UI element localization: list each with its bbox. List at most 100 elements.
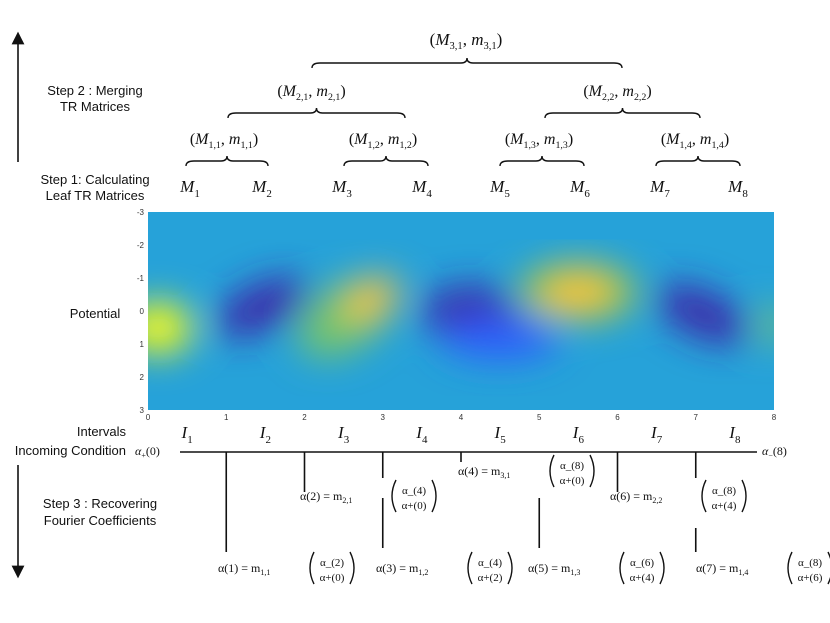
coef-lhs-7: α(7) = m1,4 bbox=[696, 561, 748, 577]
leaf-matrix-3: M3 bbox=[331, 177, 352, 200]
coef-bot-5: α+(4) bbox=[630, 572, 655, 584]
coef-paren-right-2 bbox=[431, 479, 437, 513]
merge-tree: (M3,1, m3,1) (M2,1, m2,1) (M2,2, m2,2) (M1,… bbox=[179, 30, 748, 200]
leaf-matrix-1: M1 bbox=[179, 177, 200, 200]
coef-lhs-3: α(3) = m1,2 bbox=[376, 561, 428, 577]
coef-paren-right-5 bbox=[659, 551, 665, 585]
coef-paren-left-5 bbox=[619, 551, 625, 585]
y-tick-2: 2 bbox=[140, 373, 145, 382]
leaf-matrix-2: M2 bbox=[251, 177, 272, 200]
step2-label-line2: TR Matrices bbox=[60, 99, 131, 114]
heatmap-ticks: 0 1 2 3 4 5 6 7 8 -3 -2 -1 0 1 2 3 bbox=[137, 208, 777, 422]
leaf-matrix-7: M7 bbox=[649, 177, 670, 200]
coef-paren-right-7 bbox=[827, 551, 830, 585]
coef-top-4: α_(8) bbox=[560, 460, 584, 472]
potential-label: Potential bbox=[70, 306, 121, 321]
interval-2: I2 bbox=[259, 423, 271, 446]
blob-yellow-6 bbox=[540, 272, 616, 312]
interval-5: I5 bbox=[494, 423, 507, 446]
leaf-matrix-5: M5 bbox=[489, 177, 510, 200]
coef-bot-6: α+(4) bbox=[712, 500, 737, 512]
interval-3: I3 bbox=[337, 423, 350, 446]
fourier-coefficients: α(1) = m1,1 α_(2) α+(0) α(2) = m2,1 α_(4) α+(… bbox=[218, 452, 830, 585]
coef-paren-left-1 bbox=[309, 551, 315, 585]
x-tick-1: 1 bbox=[224, 413, 229, 422]
coefficient-2: α(2) = m2,1 α_(4) α+(0) bbox=[300, 479, 437, 513]
leaf-matrix-6: M6 bbox=[569, 177, 590, 200]
coef-top-1: α_(2) bbox=[320, 557, 344, 569]
x-tick-0: 0 bbox=[146, 413, 151, 422]
brace-level3 bbox=[311, 57, 623, 69]
leaf-matrix-8: M8 bbox=[727, 177, 748, 200]
coef-paren-left-3 bbox=[467, 551, 473, 585]
coef-bot-2: α+(0) bbox=[402, 500, 427, 512]
interval-1: I1 bbox=[181, 423, 193, 446]
intervals-label: Intervals bbox=[77, 424, 127, 439]
coef-paren-left-4 bbox=[549, 454, 555, 488]
matrix-label-1-3: (M1,3, m1,3) bbox=[505, 131, 573, 151]
interval-7: I7 bbox=[650, 423, 663, 446]
matrix-label-1-1: (M1,1, m1,1) bbox=[190, 131, 258, 151]
y-tick-1: 1 bbox=[140, 340, 145, 349]
step1-label-line1: Step 1: Calculating bbox=[40, 172, 149, 187]
x-tick-8: 8 bbox=[772, 413, 777, 422]
x-tick-2: 2 bbox=[302, 413, 307, 422]
coef-bot-1: α+(0) bbox=[320, 572, 345, 584]
coef-bot-3: α+(2) bbox=[478, 572, 503, 584]
y-tick--1: -1 bbox=[137, 274, 145, 283]
matrix-label-1-4: (M1,4, m1,4) bbox=[661, 131, 729, 151]
coef-lhs-1: α(1) = m1,1 bbox=[218, 561, 270, 577]
coefficient-5: α(5) = m1,3 α_(6) α+(4) bbox=[528, 551, 665, 585]
coef-paren-left-6 bbox=[701, 479, 707, 513]
brace-level1-2 bbox=[343, 155, 429, 167]
step3-label-line2: Fourier Coefficients bbox=[44, 513, 157, 528]
coef-lhs-5: α(5) = m1,3 bbox=[528, 561, 580, 577]
brace-level2-2 bbox=[544, 107, 701, 119]
interval-labels: I1 I2 I3 I4 I5 I6 I7 I8 bbox=[181, 423, 741, 446]
y-tick-0: 0 bbox=[140, 307, 145, 316]
y-tick--3: -3 bbox=[137, 208, 145, 217]
coefficient-1: α(1) = m1,1 α_(2) α+(0) bbox=[218, 551, 355, 585]
incoming-condition-label: Incoming Condition bbox=[15, 443, 126, 458]
coef-paren-right-4 bbox=[589, 454, 595, 488]
coef-paren-right-1 bbox=[349, 551, 355, 585]
interval-8: I8 bbox=[728, 423, 741, 446]
coef-paren-left-7 bbox=[787, 551, 793, 585]
coef-paren-left-2 bbox=[391, 479, 397, 513]
boundary-left: α+(0) bbox=[135, 444, 160, 460]
coef-top-6: α_(8) bbox=[712, 485, 736, 497]
blob-green-8 bbox=[760, 305, 774, 345]
coef-top-3: α_(4) bbox=[478, 557, 502, 569]
coefficient-7: α(7) = m1,4 α_(8) α+(6) bbox=[696, 551, 830, 585]
brace-level1-1 bbox=[185, 155, 269, 167]
y-tick--2: -2 bbox=[137, 241, 145, 250]
interval-4: I4 bbox=[415, 423, 428, 446]
blob-yellow-1 bbox=[148, 302, 192, 354]
boundary-right: α−(8) bbox=[762, 444, 787, 460]
x-tick-4: 4 bbox=[459, 413, 464, 422]
coef-lhs-6: α(6) = m2,2 bbox=[610, 489, 662, 505]
coef-top-2: α_(4) bbox=[402, 485, 426, 497]
coef-paren-right-3 bbox=[507, 551, 513, 585]
interval-6: I6 bbox=[572, 423, 585, 446]
coefficient-4: α(4) = m3,1 α_(8) α+(0) bbox=[458, 454, 595, 488]
coef-lhs-2: α(2) = m2,1 bbox=[300, 489, 352, 505]
coef-bot-7: α+(6) bbox=[798, 572, 823, 584]
potential-heatmap: 0 1 2 3 4 5 6 7 8 -3 -2 -1 0 1 2 3 bbox=[137, 208, 777, 422]
matrix-label-3-1: (M3,1, m3,1) bbox=[430, 30, 503, 52]
blob-dark-7 bbox=[655, 284, 749, 344]
x-tick-6: 6 bbox=[615, 413, 620, 422]
coef-top-5: α_(6) bbox=[630, 557, 654, 569]
boundary-conditions: α+(0) α−(8) bbox=[135, 444, 787, 460]
step2-label-line1: Step 2 : Merging bbox=[47, 83, 142, 98]
coefficient-6: α(6) = m2,2 α_(8) α+(4) bbox=[610, 479, 747, 513]
brace-level1-3 bbox=[499, 155, 585, 167]
coef-lhs-4: α(4) = m3,1 bbox=[458, 464, 510, 480]
y-tick-3: 3 bbox=[140, 406, 145, 415]
blob-dark-2 bbox=[215, 277, 309, 337]
brace-level1-4 bbox=[655, 155, 741, 167]
matrix-label-2-1: (M2,1, m2,1) bbox=[277, 83, 345, 103]
matrix-label-1-2: (M1,2, m1,2) bbox=[349, 131, 417, 151]
coef-paren-right-6 bbox=[741, 479, 747, 513]
